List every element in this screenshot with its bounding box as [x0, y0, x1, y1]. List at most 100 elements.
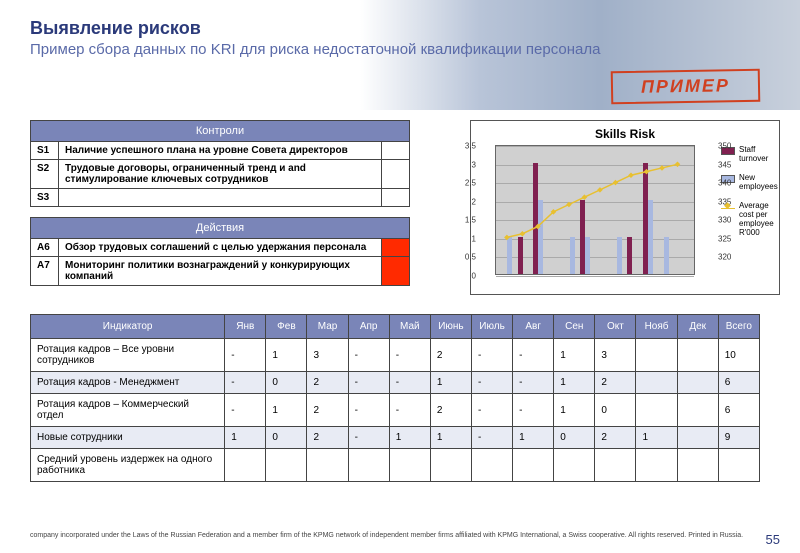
control-status [382, 142, 410, 160]
indicator-cell [677, 394, 718, 427]
control-text: Наличие успешного плана на уровне Совета… [59, 142, 382, 160]
indicator-col: Нояб [636, 315, 677, 339]
control-code: S1 [31, 142, 59, 160]
subtitle: Пример сбора данных по KRI для риска нед… [30, 41, 800, 58]
indicator-cell: - [513, 339, 554, 372]
indicator-col: Мар [307, 315, 348, 339]
control-status [382, 189, 410, 207]
indicator-col: Авг [513, 315, 554, 339]
controls-heading: Контроли [31, 121, 410, 142]
indicator-cell: 0 [595, 394, 636, 427]
indicator-cell [225, 449, 266, 482]
indicator-cell [718, 449, 759, 482]
indicator-cell [677, 372, 718, 394]
indicator-cell [348, 449, 389, 482]
indicator-cell: 0 [554, 427, 595, 449]
actions-table: Действия A6 Обзор трудовых соглашений с … [30, 217, 410, 286]
indicator-cell: 3 [307, 339, 348, 372]
indicator-cell: 1 [513, 427, 554, 449]
indicator-cell: - [348, 372, 389, 394]
indicator-cell [513, 449, 554, 482]
indicator-cell: - [389, 339, 430, 372]
action-code: A7 [31, 257, 59, 286]
legend-turnover: Staff turnover [739, 145, 778, 163]
action-status [382, 257, 410, 286]
indicator-row-label: Ротация кадров - Менеджмент [31, 372, 225, 394]
indicator-cell: - [471, 427, 512, 449]
indicator-col: Июнь [430, 315, 471, 339]
indicator-cell: - [471, 394, 512, 427]
indicator-cell: - [225, 372, 266, 394]
indicator-cell [430, 449, 471, 482]
example-stamp: ПРИМЕР [611, 69, 760, 105]
content-area: Контроли S1 Наличие успешного плана на у… [30, 120, 770, 482]
indicator-cell [677, 427, 718, 449]
indicator-cell: 2 [595, 427, 636, 449]
controls-table: Контроли S1 Наличие успешного плана на у… [30, 120, 410, 207]
indicator-cell: 2 [307, 372, 348, 394]
indicator-cell: - [348, 427, 389, 449]
control-code: S2 [31, 160, 59, 189]
chart-title: Skills Risk [477, 127, 773, 141]
indicator-col: Май [389, 315, 430, 339]
chart-plot: 00,511,522,533,5 320325330335340345350 [495, 145, 695, 275]
indicator-cell: - [471, 339, 512, 372]
indicator-cell: - [389, 372, 430, 394]
indicator-cell: 1 [266, 394, 307, 427]
indicator-col: Фев [266, 315, 307, 339]
indicator-row-label: Ротация кадров – Все уровни сотрудников [31, 339, 225, 372]
control-text [59, 189, 382, 207]
indicator-cell [677, 449, 718, 482]
title: Выявление рисков [30, 18, 800, 39]
indicator-cell: 1 [554, 339, 595, 372]
indicator-cell: 1 [430, 372, 471, 394]
action-text: Обзор трудовых соглашений с целью удержа… [59, 239, 382, 257]
indicator-cell: 1 [554, 372, 595, 394]
indicator-cell [636, 394, 677, 427]
indicator-cell: 2 [595, 372, 636, 394]
indicator-cell [471, 449, 512, 482]
indicator-cell: - [348, 339, 389, 372]
indicator-col: Дек [677, 315, 718, 339]
indicator-cell [266, 449, 307, 482]
slide-header: Выявление рисков Пример сбора данных по … [0, 0, 800, 110]
indicator-cell: 1 [225, 427, 266, 449]
indicator-cell: - [513, 372, 554, 394]
indicator-cell [595, 449, 636, 482]
control-text: Трудовые договоры, ограниченный тренд и … [59, 160, 382, 189]
indicator-cell [307, 449, 348, 482]
control-code: S3 [31, 189, 59, 207]
indicator-cell [636, 339, 677, 372]
indicator-cell: 1 [430, 427, 471, 449]
indicator-cell: 3 [595, 339, 636, 372]
indicator-cell [636, 449, 677, 482]
indicator-cell: 1 [636, 427, 677, 449]
indicator-cell [389, 449, 430, 482]
indicator-cell: 0 [266, 372, 307, 394]
actions-heading: Действия [31, 218, 410, 239]
indicator-cell: - [513, 394, 554, 427]
copyright: company incorporated under the Laws of t… [30, 532, 743, 547]
indicator-cell [677, 339, 718, 372]
action-status [382, 239, 410, 257]
indicator-col: Индикатор [31, 315, 225, 339]
indicator-cell [636, 372, 677, 394]
indicator-cell: 10 [718, 339, 759, 372]
indicator-cell: - [389, 394, 430, 427]
indicator-col: Всего [718, 315, 759, 339]
indicator-table: ИндикаторЯнвФевМарАпрМайИюньИюльАвгСенОк… [30, 314, 760, 482]
indicator-col: Сен [554, 315, 595, 339]
indicator-cell: 2 [307, 394, 348, 427]
indicator-cell: 2 [430, 339, 471, 372]
indicator-cell: 9 [718, 427, 759, 449]
indicator-cell: 2 [430, 394, 471, 427]
control-status [382, 160, 410, 189]
indicator-cell: 1 [266, 339, 307, 372]
legend-new: New employees [739, 173, 778, 191]
indicator-cell: - [225, 339, 266, 372]
indicator-cell: 2 [307, 427, 348, 449]
indicator-cell: - [225, 394, 266, 427]
indicator-cell [554, 449, 595, 482]
indicator-cell: - [471, 372, 512, 394]
page-number: 55 [766, 532, 780, 547]
